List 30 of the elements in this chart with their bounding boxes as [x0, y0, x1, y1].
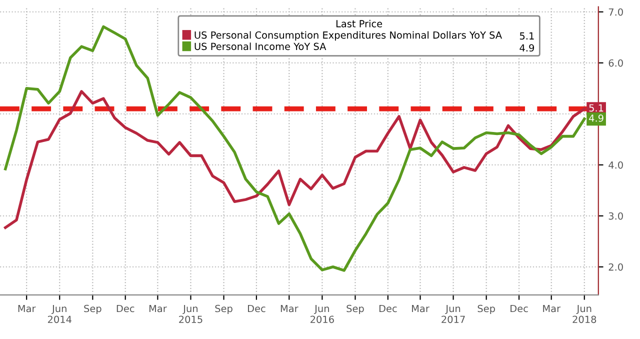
text: 4.9 — [520, 44, 534, 52]
data-label: 4.9 — [589, 114, 604, 122]
x-tick-label: Dec — [510, 304, 528, 312]
x-tick-label: Sep — [215, 304, 232, 314]
x-tick-label: Mar — [149, 304, 167, 312]
y-tick-label: 2.0 — [608, 263, 623, 271]
x-tick-label: Jun 2014 — [48, 304, 72, 324]
x-tick-label: Mar — [543, 304, 561, 312]
x-tick-label: Jun 2017 — [442, 304, 465, 324]
y-tick-label: 7.0 — [608, 8, 623, 16]
x-tick-label: Dec — [116, 304, 134, 312]
text: 5.1 — [520, 32, 534, 40]
y-tick-label: 4.0 — [608, 161, 623, 169]
legend-label: US Personal Income YoY SA — [194, 42, 326, 50]
legend-label: US Personal Consumption Expenditures Nominal Dollars YoY SA — [194, 31, 502, 41]
x-tick-label: Jun 2016 — [310, 304, 334, 324]
y-tick-label: 6.0 — [608, 59, 623, 67]
x-tick-label: Mar — [412, 304, 430, 312]
y-tick-label: 3.0 — [608, 212, 623, 220]
x-tick-label: Jun 2018 — [572, 304, 596, 324]
x-tick-label: Sep — [346, 304, 364, 314]
x-tick-label: Dec — [248, 304, 266, 312]
x-tick-label: Mar — [18, 304, 36, 312]
data-label: 5.1 — [589, 104, 604, 112]
x-tick-label: Mar — [280, 304, 298, 312]
legend-title: Last Price — [336, 20, 382, 28]
x-tick-label: Sep — [478, 304, 495, 314]
x-tick-label: Jun 2015 — [179, 304, 202, 324]
x-tick-label: Dec — [379, 304, 397, 312]
x-tick-label: Sep — [84, 304, 102, 314]
